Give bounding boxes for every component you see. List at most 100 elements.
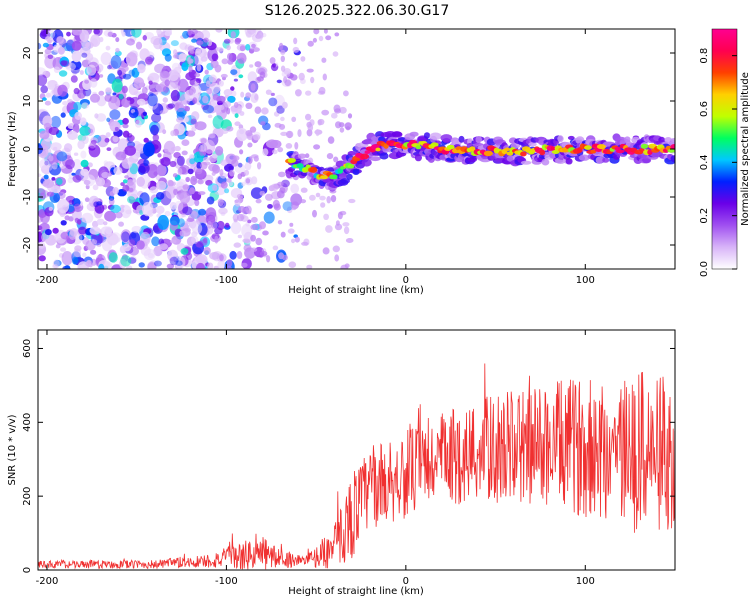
- heatmap-cell: [202, 104, 214, 114]
- heatmap-cell: [157, 153, 162, 158]
- heatmap-cell: [208, 74, 217, 83]
- heatmap-cell: [149, 186, 159, 194]
- heatmap-cell: [276, 105, 285, 114]
- heatmap-cell: [430, 142, 439, 147]
- heatmap-cell: [156, 29, 162, 35]
- heatmap-cell: [53, 146, 58, 151]
- heatmap-cell: [196, 64, 202, 72]
- heatmap-cell: [226, 259, 233, 267]
- chart-title: S126.2025.322.06.30.G17: [265, 3, 450, 19]
- y-tick-label: 0: [22, 567, 33, 573]
- heatmap-cell: [91, 239, 98, 245]
- heatmap-cell: [339, 106, 347, 114]
- heatmap-cell: [177, 167, 183, 176]
- heatmap-cell: [81, 217, 86, 223]
- heatmap-cell: [40, 29, 49, 37]
- heatmap-cell: [98, 263, 105, 269]
- heatmap-cell: [170, 130, 176, 137]
- heatmap-cell: [301, 241, 309, 246]
- heatmap-cell: [120, 255, 132, 267]
- heatmap-cell: [293, 62, 298, 67]
- heatmap-cell: [287, 158, 296, 163]
- heatmap-cell: [247, 219, 252, 224]
- heatmap-cell: [188, 65, 193, 73]
- heatmap-cell: [291, 116, 297, 123]
- snr-y-ticks: 0 200 400 600: [22, 339, 675, 573]
- heatmap-cell: [207, 262, 214, 269]
- heatmap-cell: [110, 204, 121, 213]
- heatmap-cell: [265, 89, 272, 95]
- heatmap-cell: [45, 229, 52, 236]
- heatmap-cell: [227, 59, 234, 65]
- colorbar-tick-label: 0.6: [699, 101, 710, 117]
- heatmap-cell: [94, 113, 99, 119]
- heatmap-cell: [115, 211, 123, 219]
- heatmap-cell: [259, 250, 268, 257]
- heatmap-cell: [164, 30, 172, 37]
- heatmap-cell: [352, 168, 360, 175]
- heatmap-cell: [96, 201, 103, 206]
- heatmap-cell: [71, 40, 82, 51]
- heatmap-cell: [305, 113, 312, 121]
- heatmap-cell: [361, 158, 372, 167]
- x-tick-label: -100: [215, 576, 238, 587]
- heatmap-cell: [79, 70, 84, 75]
- heatmap-cell: [72, 256, 79, 265]
- heatmap-cell: [81, 52, 88, 58]
- heatmap-cell: [282, 254, 288, 261]
- heatmap-cell: [252, 47, 260, 52]
- heatmap-cell: [90, 249, 97, 255]
- heatmap-cell: [277, 181, 284, 187]
- colorbar-tick-label: 0.8: [699, 48, 710, 64]
- heatmap-cell: [195, 168, 203, 175]
- heatmap-cell: [118, 93, 124, 100]
- heatmap-cell: [348, 198, 356, 204]
- heatmap-cell: [346, 173, 353, 180]
- heatmap-cell: [306, 68, 314, 73]
- heatmap-cell: [214, 235, 219, 244]
- heatmap-cell: [326, 196, 332, 204]
- heatmap-cell: [236, 213, 245, 222]
- heatmap-cell: [220, 73, 228, 79]
- snr-series-line: [38, 363, 675, 570]
- heatmap-cell: [249, 64, 254, 68]
- heatmap-cell: [106, 117, 111, 123]
- heatmap-cell: [224, 101, 231, 108]
- heatmap-cell: [79, 125, 91, 136]
- heatmap-cell: [272, 63, 276, 68]
- heatmap-cell: [78, 234, 85, 241]
- heatmap-cell: [95, 63, 104, 73]
- heatmap-cell: [159, 243, 168, 251]
- heatmap-cell: [326, 153, 334, 160]
- heatmap-cell: [217, 259, 226, 269]
- heatmap-cell: [155, 84, 167, 92]
- heatmap-cell: [190, 29, 199, 35]
- heatmap-cell: [190, 211, 198, 219]
- heatmap-cell: [347, 151, 356, 156]
- heatmap-cell: [330, 195, 337, 203]
- heatmap-cell: [254, 106, 262, 114]
- heatmap-cell: [131, 67, 140, 78]
- heatmap-cell: [128, 239, 136, 247]
- y-tick-label: 10: [22, 95, 33, 108]
- heatmap-cell: [203, 247, 211, 255]
- heatmap-cell: [115, 47, 120, 53]
- heatmap-cell: [89, 78, 98, 88]
- heatmap-cell: [95, 177, 106, 187]
- heatmap-cell: [136, 240, 145, 250]
- heatmap-cell: [99, 36, 104, 43]
- heatmap-cell: [196, 40, 204, 45]
- heatmap-cell: [234, 198, 241, 207]
- heatmap-cell: [504, 147, 511, 152]
- heatmap-cell: [52, 227, 59, 234]
- heatmap-cell: [244, 161, 252, 171]
- heatmap-cell: [107, 65, 112, 70]
- heatmap-cell: [206, 196, 215, 205]
- heatmap-cell: [80, 159, 89, 168]
- heatmap-cell: [309, 166, 318, 173]
- heatmap-cell: [64, 265, 71, 269]
- heatmap-cell: [96, 242, 102, 247]
- heatmap-cell: [230, 31, 236, 39]
- heatmap-cell: [70, 75, 78, 83]
